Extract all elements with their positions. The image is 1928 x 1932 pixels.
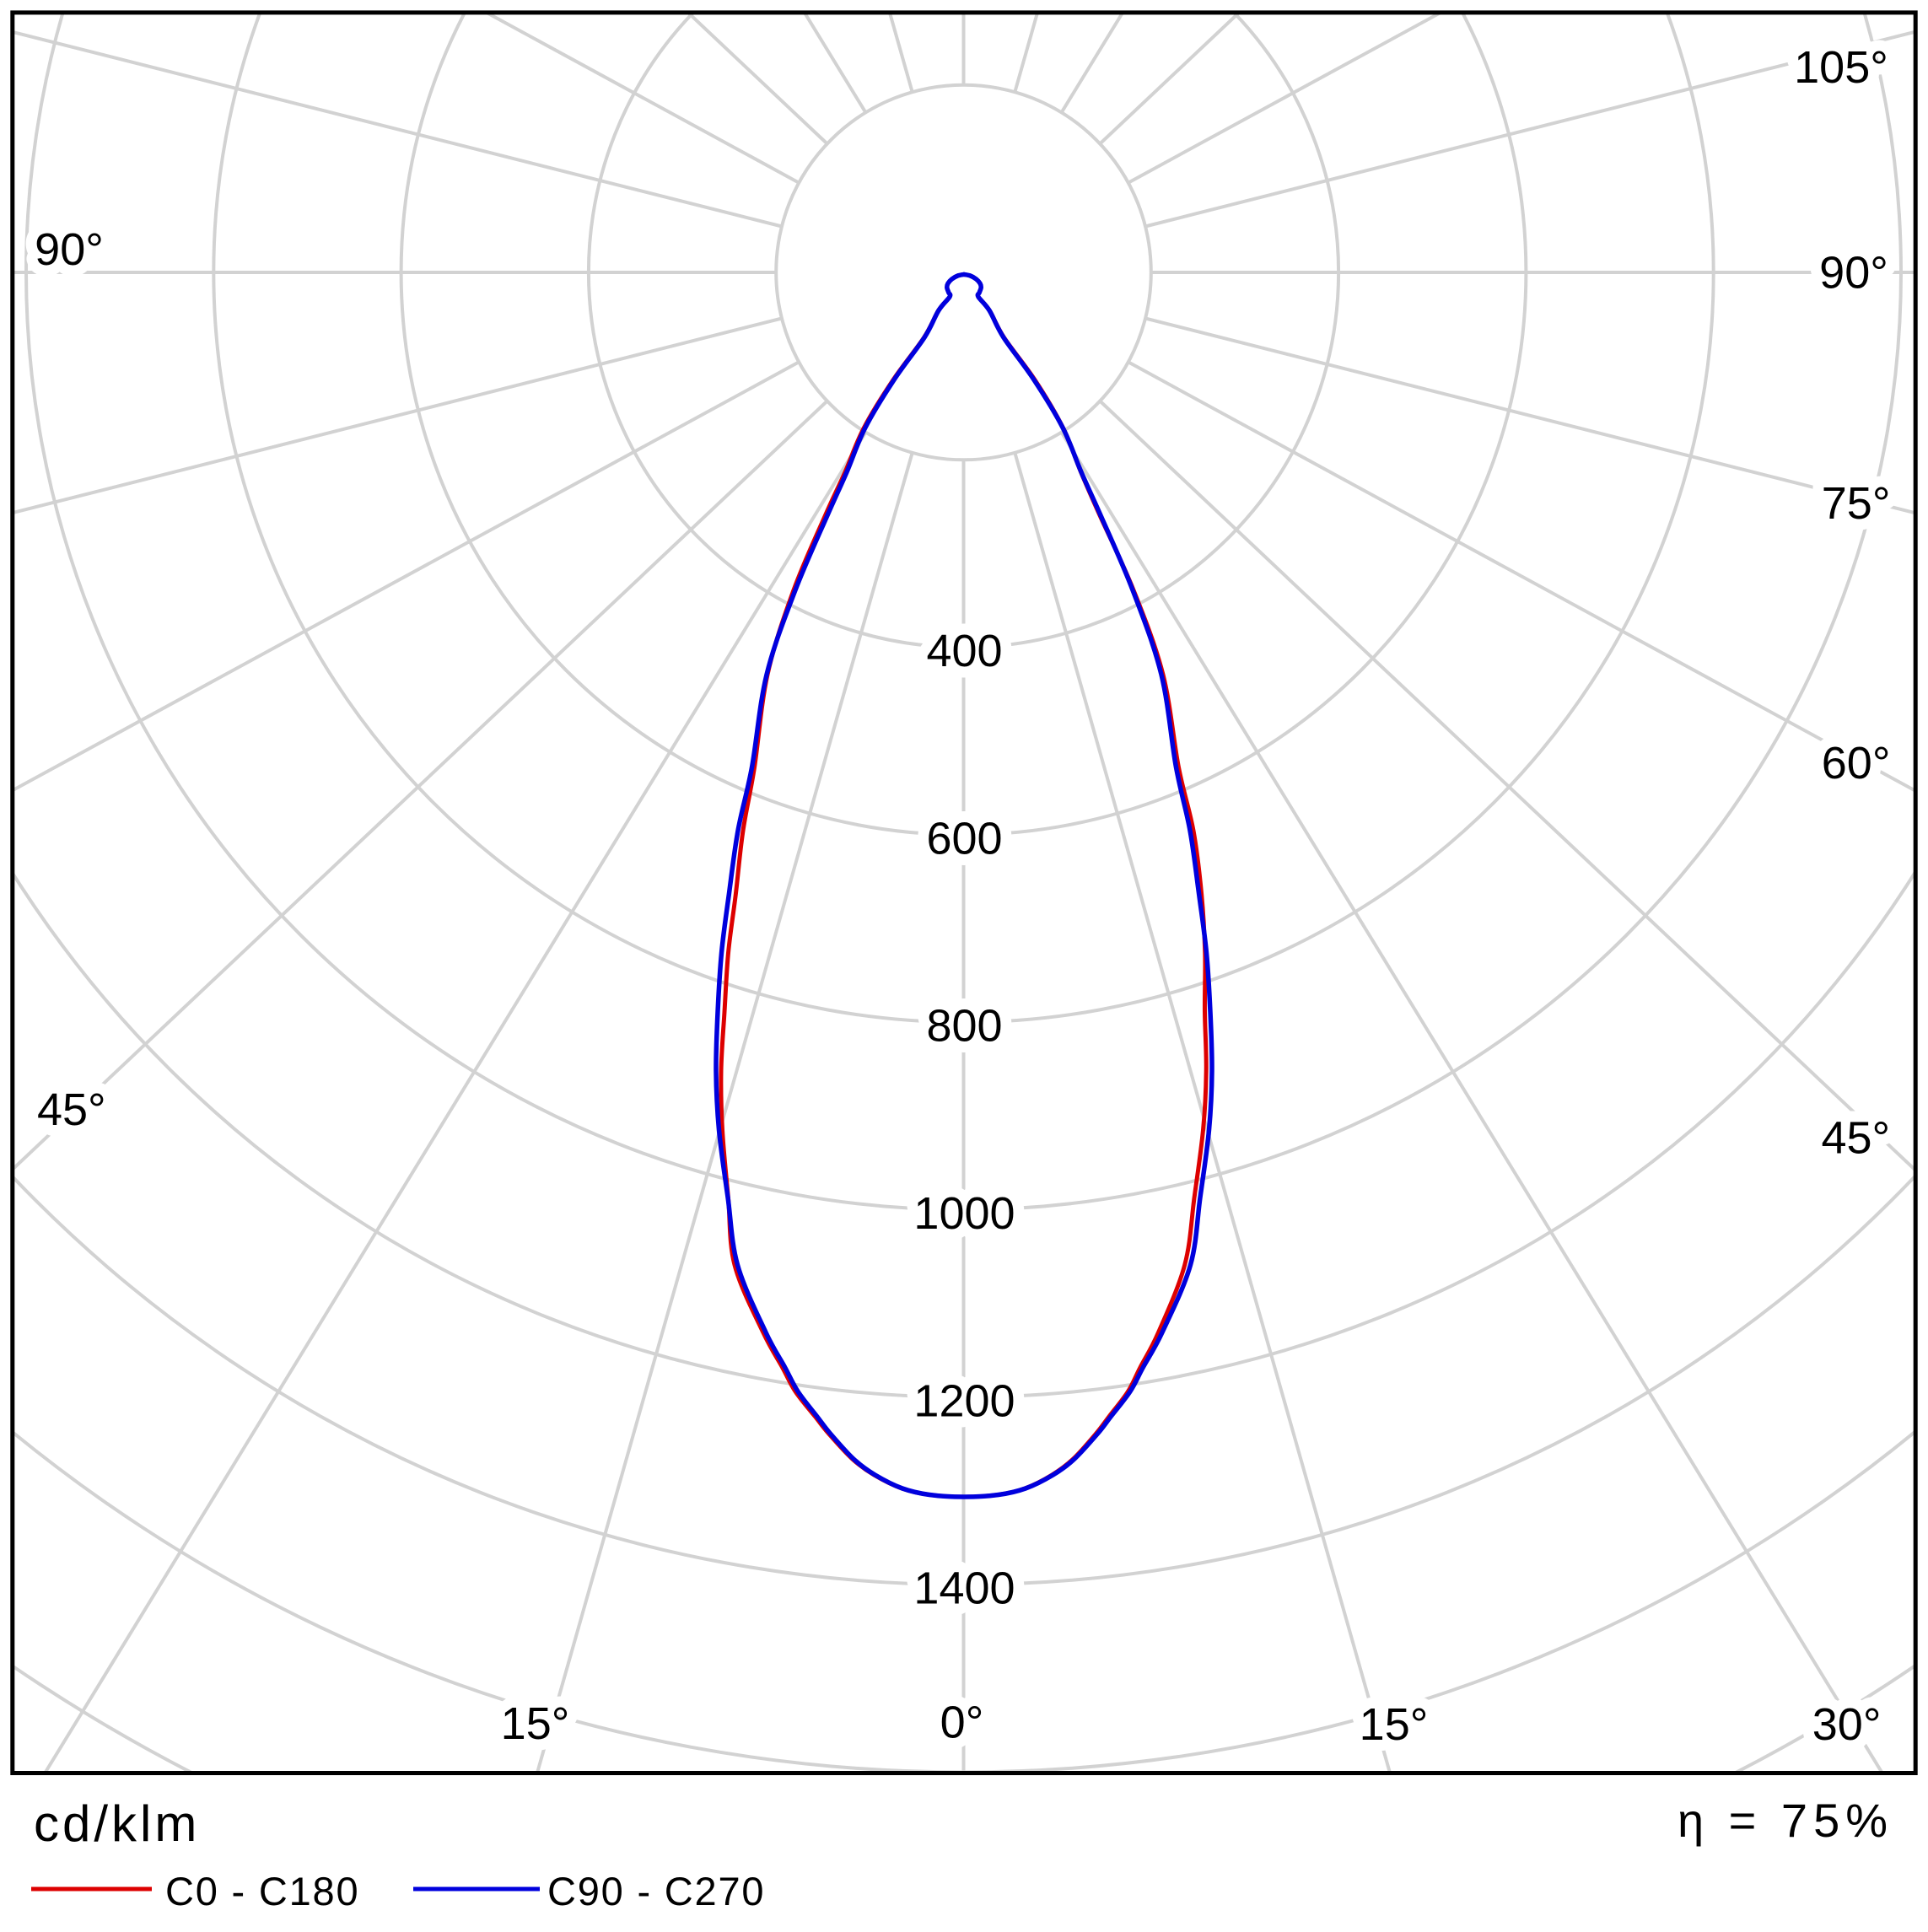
svg-text:cd/klm: cd/klm [34,1795,200,1852]
svg-text:90°: 90° [1819,247,1888,298]
svg-text:75°: 75° [1822,478,1891,529]
svg-text:C0 - C180: C0 - C180 [165,1869,359,1913]
svg-text:105°: 105° [1794,42,1888,93]
svg-text:1400: 1400 [913,1563,1015,1614]
svg-text:1200: 1200 [913,1375,1015,1426]
svg-text:45°: 45° [1821,1113,1890,1164]
svg-text:400: 400 [926,626,1002,676]
svg-text:1000: 1000 [913,1188,1015,1239]
svg-text:800: 800 [926,1001,1002,1052]
svg-text:15°: 15° [501,1698,570,1749]
svg-text:60°: 60° [1822,738,1891,788]
svg-text:0°: 0° [940,1698,984,1748]
svg-text:15°: 15° [1360,1699,1429,1750]
svg-text:η = 75%: η = 75% [1678,1794,1893,1847]
svg-text:C90 - C270: C90 - C270 [547,1869,765,1913]
svg-text:45°: 45° [37,1084,106,1135]
svg-text:30°: 30° [1812,1699,1882,1750]
svg-text:600: 600 [926,813,1002,864]
svg-text:90°: 90° [35,224,104,275]
